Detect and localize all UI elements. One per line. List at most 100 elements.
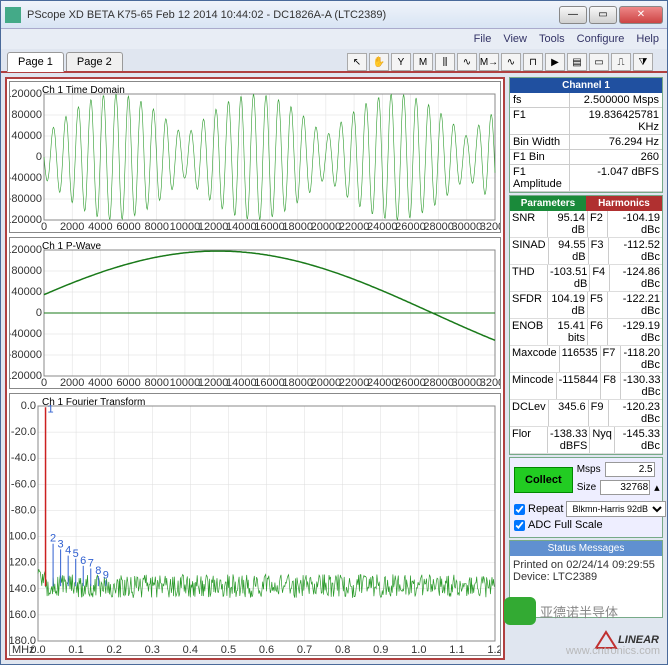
menu-help[interactable]: Help [636,33,659,45]
tool-m-icon[interactable]: M [413,53,433,71]
svg-text:-40000: -40000 [10,172,42,184]
menu-file[interactable]: File [474,33,492,45]
svg-text:0: 0 [41,221,47,232]
svg-text:-80000: -80000 [10,349,42,361]
svg-text:-140.0: -140.0 [10,583,36,595]
svg-text:-120.0: -120.0 [10,557,36,569]
menu-configure[interactable]: Configure [577,33,625,45]
svg-text:-40000: -40000 [10,328,42,340]
svg-text:5: 5 [73,548,79,560]
tab-page2[interactable]: Page 2 [66,52,123,71]
svg-text:-120000: -120000 [10,214,42,226]
plot-area: Ch 1 Time Domain -120000 -80000 -40000 0 400… [5,77,505,660]
svg-text:20000: 20000 [311,221,342,232]
tool-sq-icon[interactable]: ⊓ [523,53,543,71]
status-header: Status Messages [510,541,662,556]
titlebar[interactable]: PScope XD BETA K75-65 Feb 12 2014 10:44:… [1,1,667,29]
msps-label: Msps [577,464,601,475]
param-row: ENOB15.41 bitsF6-129.19 dBc [510,319,662,346]
param-row: SINAD94.55 dBF3-112.52 dBc [510,238,662,265]
svg-text:20000: 20000 [311,377,342,388]
svg-text:1.0: 1.0 [411,644,426,655]
plot3-title: Ch 1 Fourier Transform [38,396,149,409]
app-window: PScope XD BETA K75-65 Feb 12 2014 10:44:… [0,0,668,665]
svg-text:-160.0: -160.0 [10,609,36,621]
svg-text:80000: 80000 [11,265,42,277]
size-input[interactable] [600,480,650,495]
tool-pulse-icon[interactable]: ⎍ [611,53,631,71]
param-row: SNR95.14 dBF2-104.19 dBc [510,211,662,238]
svg-text:6000: 6000 [116,221,140,232]
menu-view[interactable]: View [503,33,527,45]
size-spinner-icon[interactable]: ▴ [654,481,660,494]
param-row: Maxcode116535F7-118.20 dBc [510,346,662,373]
tool-play-icon[interactable]: ▶ [545,53,565,71]
svg-text:-60.0: -60.0 [11,478,36,490]
adc-checkbox[interactable] [514,520,525,531]
plot-fft[interactable]: Ch 1 Fourier Transform -180.0-160.0-140.… [9,393,501,656]
tool-cursor-icon[interactable]: ↖ [347,53,367,71]
close-button[interactable]: ✕ [619,6,663,24]
plot2-title: Ch 1 P-Wave [38,240,105,253]
plot-pwave[interactable]: Ch 1 P-Wave -120000 -80000 -40000 0 40000 800… [9,237,501,389]
svg-text:-20.0: -20.0 [11,426,36,438]
svg-text:9: 9 [103,569,109,581]
svg-text:40000: 40000 [11,130,42,142]
svg-text:6: 6 [80,555,86,567]
tab-page1[interactable]: Page 1 [7,52,64,72]
tool-avg-icon[interactable]: M→ [479,53,499,71]
collect-button[interactable]: Collect [514,467,573,493]
svg-text:26000: 26000 [395,221,426,232]
svg-text:-120000: -120000 [10,370,42,382]
svg-text:80000: 80000 [11,109,42,121]
param-row: SFDR104.19 dBF5-122.21 dBc [510,292,662,319]
plot1-title: Ch 1 Time Domain [38,84,129,97]
svg-text:0: 0 [41,377,47,388]
param-row: THD-103.51 dBF4-124.86 dBc [510,265,662,292]
tool-hand-icon[interactable]: ✋ [369,53,389,71]
svg-text:26000: 26000 [395,377,426,388]
toolbar: ↖ ✋ Y M ⫼ ∿ M→ ∿ ⊓ ▶ ▤ ▭ ⎍ ⧩ [125,53,661,71]
minimize-button[interactable]: — [559,6,587,24]
window-select[interactable]: Blkmn-Harris 92dB [566,501,666,517]
param-row: Mincode-115844F8-130.33 dBc [510,373,662,400]
control-panel: Collect Msps Size▴ Repeat Blkmn-Harris 9… [509,457,663,538]
tool-box-icon[interactable]: ▭ [589,53,609,71]
svg-text:-80.0: -80.0 [11,504,36,516]
harmonics-header: Harmonics [586,196,662,211]
status-line2: Device: LTC2389 [513,571,659,583]
svg-text:28000: 28000 [423,377,454,388]
tool-wave-icon[interactable]: ∿ [457,53,477,71]
svg-text:24000: 24000 [367,377,398,388]
maximize-button[interactable]: ▭ [589,6,617,24]
menu-tools[interactable]: Tools [539,33,565,45]
channel-row: F1 Bin260 [510,150,662,165]
msps-input[interactable] [605,462,655,477]
svg-text:10000: 10000 [170,221,201,232]
channel-row: F119.836425781 KHz [510,108,662,135]
plot-time-domain[interactable]: Ch 1 Time Domain -120000-80000-400000400… [9,81,501,233]
svg-text:-40.0: -40.0 [11,452,36,464]
svg-text:32000: 32000 [480,377,500,388]
svg-text:10000: 10000 [170,377,201,388]
svg-text:4000: 4000 [88,221,112,232]
svg-text:2: 2 [50,533,56,545]
tool-sine-icon[interactable]: ∿ [501,53,521,71]
repeat-checkbox[interactable] [514,504,525,515]
tool-y-icon[interactable]: Y [391,53,411,71]
svg-text:12000: 12000 [198,221,229,232]
channel-panel: Channel 1 fs2.500000 MspsF119.836425781 … [509,77,663,193]
tabstrip: Page 1 Page 2 ↖ ✋ Y M ⫼ ∿ M→ ∿ ⊓ ▶ ▤ ▭ ⎍… [1,49,667,73]
channel-header: Channel 1 [510,78,662,93]
svg-text:40000: 40000 [11,286,42,298]
tool-filter-icon[interactable]: ⧩ [633,53,653,71]
svg-text:0.9: 0.9 [373,644,388,655]
tool-chart-icon[interactable]: ▤ [567,53,587,71]
svg-text:3: 3 [58,538,64,550]
svg-text:18000: 18000 [282,221,313,232]
svg-text:0.1: 0.1 [68,644,83,655]
chat-icon[interactable] [504,597,536,625]
tool-bars-icon[interactable]: ⫼ [435,53,455,71]
chat-overlay: 亚德诺半导体 [504,597,618,625]
svg-text:4000: 4000 [88,377,112,388]
